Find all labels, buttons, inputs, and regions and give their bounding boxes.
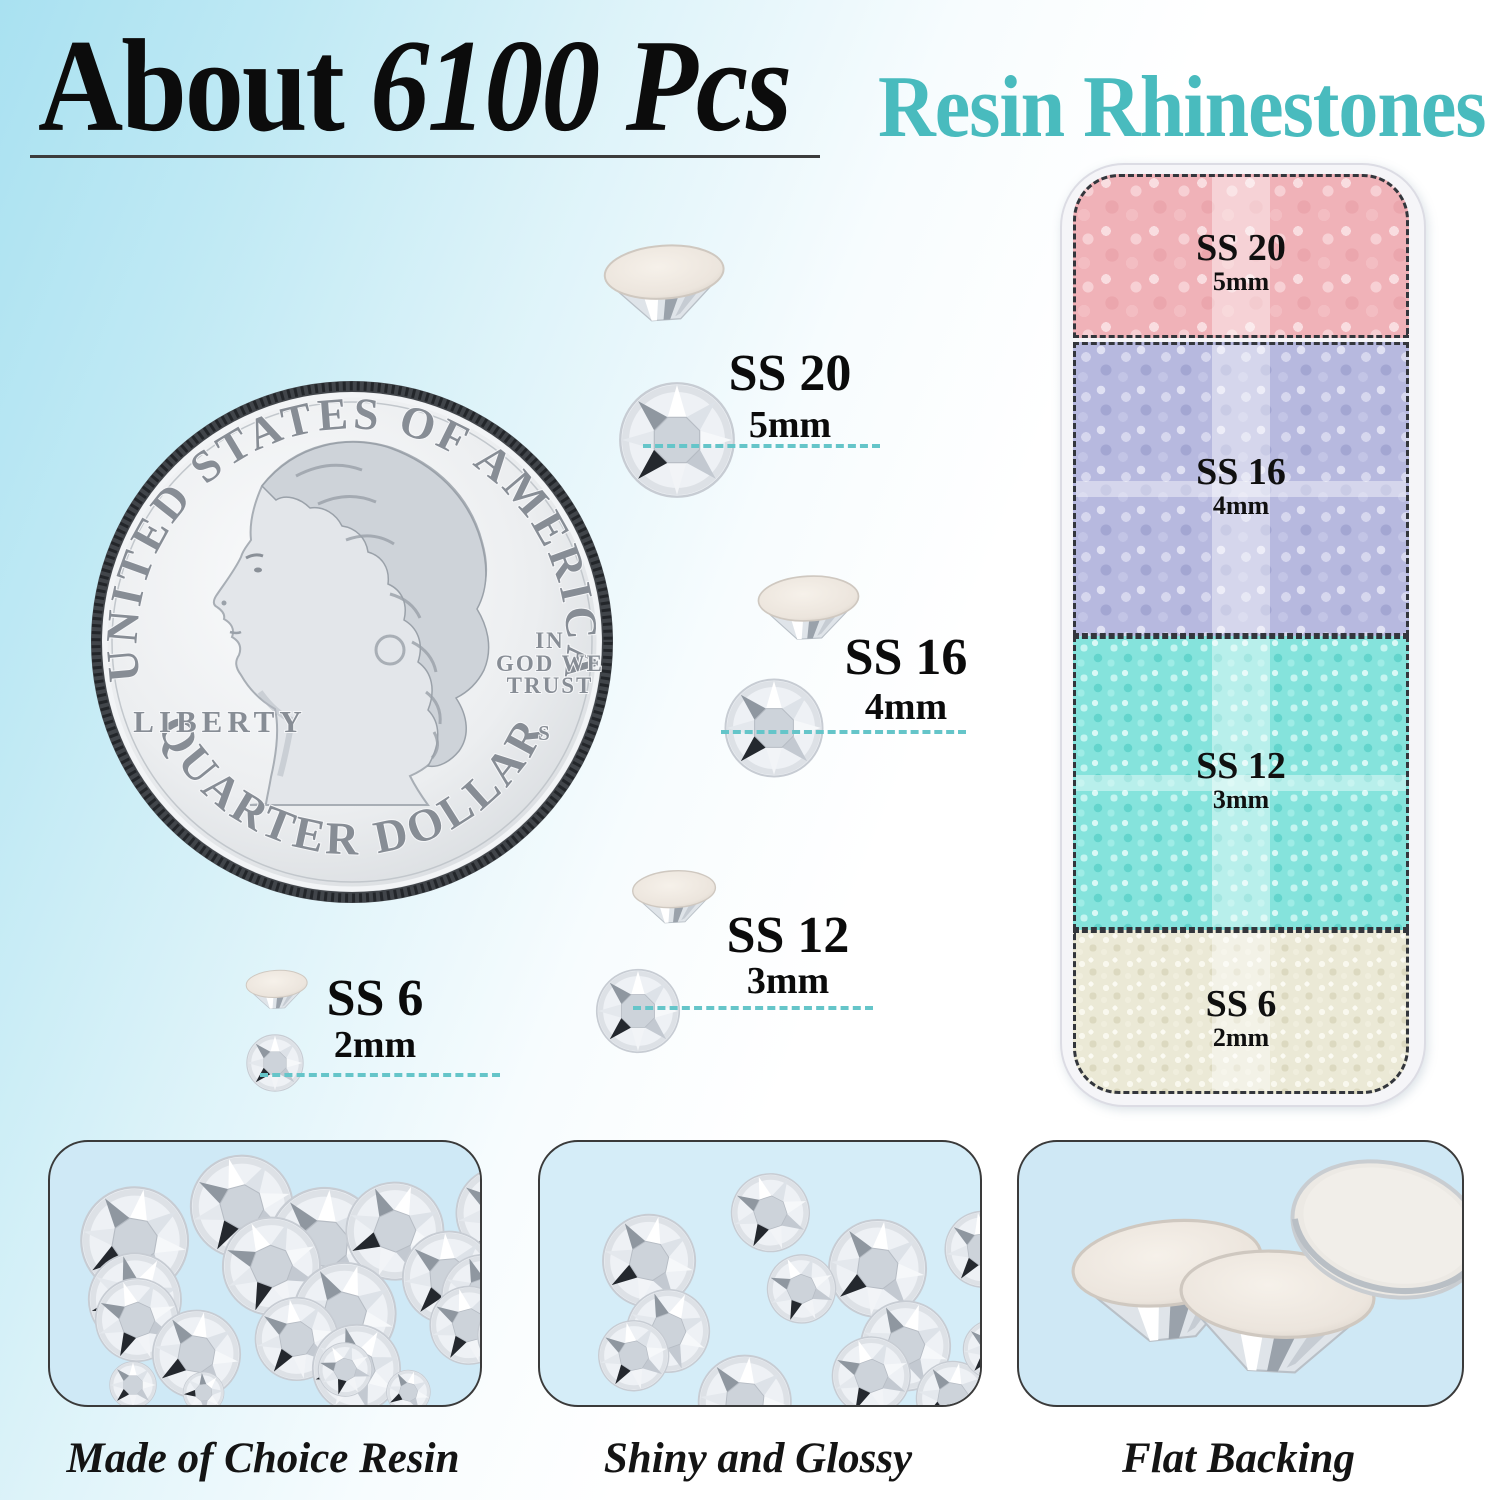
- rhinestone-top-ss20: [560, 323, 677, 440]
- case-section-ss16: SS 16 4mm: [1073, 342, 1409, 636]
- callout-ss6-divider: [260, 1073, 500, 1077]
- coin-motto-line1: IN: [535, 628, 565, 653]
- callout-ss12-divider: [633, 1006, 873, 1010]
- callout-ss20-name: SS 20: [728, 345, 852, 402]
- title-about: About: [38, 12, 345, 159]
- case-section-ss6-label: SS 6 2mm: [1076, 985, 1406, 1053]
- title-underline: [30, 155, 820, 158]
- callout-ss16-name: SS 16: [844, 629, 968, 686]
- case-divider: [1212, 177, 1270, 335]
- case-ss16-name: SS 16: [1196, 451, 1286, 493]
- coin-motto-line3: TRUST: [507, 673, 594, 698]
- page-subtitle: Resin Rhinestones: [878, 59, 1487, 156]
- photo-flat-backing: [1017, 1140, 1464, 1407]
- case-divider: [1076, 481, 1406, 497]
- photo-resin-pile: [48, 1140, 482, 1407]
- case-ss16-size: 4mm: [1212, 491, 1270, 520]
- page-title: About 6100 Pcs: [38, 10, 792, 162]
- callout-ss16-size: 4mm: [864, 686, 948, 728]
- callout-ss12-name: SS 12: [726, 907, 850, 964]
- callout-ss12-size: 3mm: [746, 960, 830, 1002]
- quarter-coin-image: UNITED STATES OF AMERICA QUARTER DOLLAR …: [91, 381, 613, 903]
- rhinestone-storage-case: SS 20 5mm SS 16 4mm SS 12 3mm SS 6 2m: [1060, 163, 1426, 1107]
- case-divider: [1212, 933, 1270, 1091]
- case-section-ss12: SS 12 3mm: [1073, 636, 1409, 930]
- coin-motto-line2: GOD WE: [496, 651, 604, 676]
- case-divider: [1212, 639, 1270, 927]
- case-divider: [1212, 345, 1270, 633]
- photo-shiny-stones: [538, 1140, 982, 1407]
- case-section-ss20: SS 20 5mm: [1073, 174, 1409, 338]
- caption-shiny: Shiny and Glossy: [603, 1435, 913, 1482]
- title-count: 6100 Pcs: [370, 12, 792, 159]
- callout-ss6-name: SS 6: [326, 970, 424, 1027]
- callout-ss20-size: 5mm: [748, 404, 832, 446]
- coin-liberty-text: LIBERTY: [133, 704, 306, 739]
- rhinestone-side-ss20: [595, 238, 734, 329]
- caption-resin: Made of Choice Resin: [66, 1435, 460, 1482]
- rhinestone-top-ss6: [217, 1005, 275, 1063]
- callout-ss20-divider: [643, 444, 880, 448]
- case-section-ss20-label: SS 20 5mm: [1076, 229, 1406, 297]
- washington-profile: [212, 440, 490, 806]
- case-section-ss12-label: SS 12 3mm: [1076, 747, 1406, 815]
- callout-ss6-size: 2mm: [333, 1024, 417, 1066]
- case-section-ss6: SS 6 2mm: [1073, 930, 1409, 1094]
- coin-mint-mark: S: [538, 721, 550, 745]
- caption-flat-backing: Flat Backing: [1122, 1435, 1355, 1482]
- rhinestone-top-ss16: [674, 628, 774, 728]
- case-ss6-size: 2mm: [1212, 1023, 1270, 1052]
- case-ss12-name: SS 12: [1196, 745, 1286, 787]
- case-ss6-name: SS 6: [1205, 983, 1277, 1025]
- callout-ss16-divider: [721, 730, 966, 734]
- rhinestone-top-ss12: [553, 926, 638, 1011]
- case-ss20-name: SS 20: [1196, 227, 1286, 269]
- case-ss20-size: 5mm: [1212, 267, 1270, 296]
- case-ss12-size: 3mm: [1212, 785, 1270, 814]
- case-section-ss16-label: SS 16 4mm: [1076, 453, 1406, 521]
- case-divider: [1076, 775, 1406, 791]
